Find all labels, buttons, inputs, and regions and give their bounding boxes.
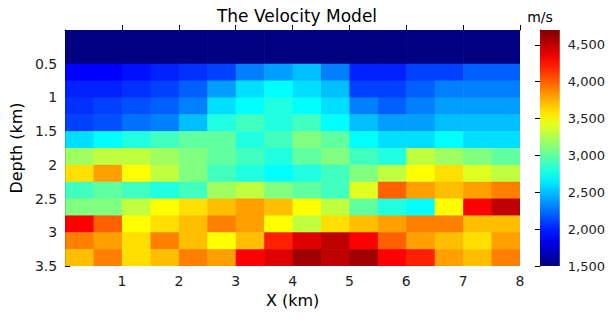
svg-text:1,500: 1,500 [568,259,605,274]
svg-text:Depth (km): Depth (km) [7,102,26,193]
svg-text:3,000: 3,000 [568,148,605,163]
svg-text:X (km): X (km) [266,291,319,310]
svg-text:5: 5 [345,273,354,289]
svg-text:2: 2 [174,273,183,289]
svg-text:2.5: 2.5 [35,191,57,207]
svg-text:3: 3 [48,224,57,240]
svg-text:4,500: 4,500 [568,37,605,52]
svg-text:1: 1 [48,89,57,105]
svg-text:3.5: 3.5 [35,258,57,274]
svg-text:4,000: 4,000 [568,74,605,89]
svg-text:6: 6 [402,273,411,289]
svg-text:8: 8 [516,273,525,289]
svg-text:The Velocity Model: The Velocity Model [216,6,377,26]
svg-text:1.5: 1.5 [35,123,57,139]
svg-text:1: 1 [118,273,127,289]
svg-text:0.5: 0.5 [35,56,57,72]
svg-text:3,500: 3,500 [568,111,605,126]
svg-text:2,000: 2,000 [568,222,605,237]
svg-text:3: 3 [231,273,240,289]
svg-text:m/s: m/s [527,9,553,25]
svg-text:2,500: 2,500 [568,185,605,200]
svg-text:2: 2 [48,157,57,173]
svg-text:4: 4 [288,273,297,289]
svg-text:7: 7 [459,273,468,289]
